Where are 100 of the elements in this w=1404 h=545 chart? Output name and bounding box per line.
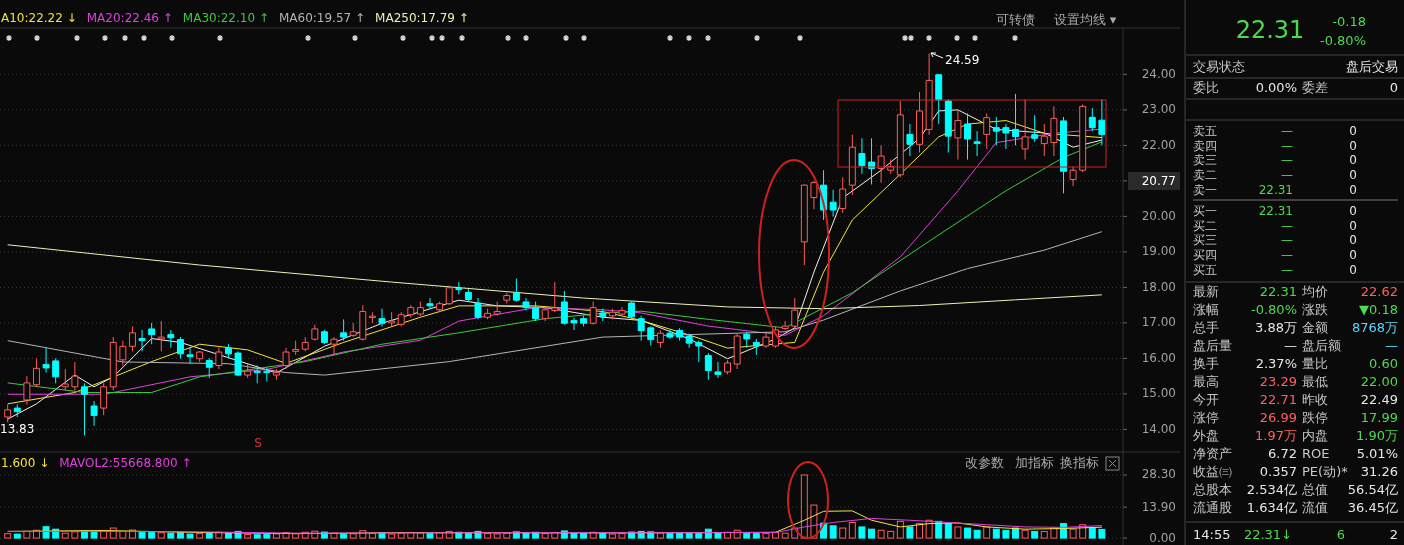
- candlestick: [196, 350, 204, 363]
- bar: [349, 533, 357, 539]
- y-tick-label: 18.00: [1141, 279, 1176, 294]
- candlestick: [714, 361, 722, 379]
- candlestick: [973, 130, 981, 157]
- candlestick: [1079, 104, 1087, 173]
- text: 买三: [1193, 232, 1217, 247]
- text: 0: [1349, 152, 1357, 167]
- candlestick: [484, 308, 492, 320]
- text: 2.37%: [1255, 355, 1297, 371]
- candlestick: [896, 100, 904, 178]
- text: 委比: [1193, 79, 1219, 95]
- text: 22.71: [1259, 391, 1297, 407]
- text: 收益㈢: [1193, 464, 1232, 480]
- legend: 1.600 ↓ MAVOL2:55668.800 ↑: [1, 455, 192, 470]
- y-tick-label: 19.00: [1141, 244, 1176, 259]
- annotation: 换指标: [1059, 454, 1099, 470]
- candlestick: [109, 336, 117, 391]
- candlestick: [560, 290, 568, 326]
- bar: [1040, 530, 1048, 539]
- candlestick: [397, 311, 405, 327]
- candlestick: [205, 357, 213, 379]
- bar: [618, 533, 626, 539]
- text: 22.31: [1259, 283, 1297, 299]
- bar: [340, 533, 348, 539]
- bar: [877, 529, 885, 539]
- bar: [1021, 529, 1029, 539]
- text: 26.99: [1259, 410, 1297, 426]
- text: 0: [1349, 167, 1357, 182]
- bar: [848, 521, 856, 539]
- candlestick: [858, 137, 866, 175]
- bar: [186, 533, 194, 539]
- bar: [829, 525, 837, 539]
- text: 23.29: [1259, 373, 1297, 389]
- text: —: [1281, 167, 1293, 182]
- text: 5.01%: [1356, 446, 1398, 462]
- candlestick: [330, 336, 338, 356]
- bar: [196, 533, 204, 539]
- y-tick-label: 14.00: [1141, 421, 1176, 436]
- text: 0.357: [1259, 464, 1297, 480]
- candlestick: [282, 347, 290, 370]
- text: 22.31: [1258, 182, 1293, 197]
- bar: [388, 533, 396, 539]
- text: 36.45亿: [1347, 500, 1398, 516]
- candlestick: [935, 73, 943, 125]
- text: 净资产: [1193, 446, 1232, 462]
- text: 0: [1349, 247, 1357, 262]
- text: 0.00%: [1255, 79, 1297, 95]
- candlestick: [1002, 123, 1010, 150]
- bar: [743, 532, 751, 539]
- text: 买二: [1193, 218, 1217, 233]
- text: 卖一: [1193, 182, 1217, 197]
- bar: [61, 532, 69, 539]
- text: 内盘: [1302, 428, 1328, 444]
- line-series: [7, 231, 1103, 376]
- candlestick: [474, 297, 482, 320]
- bar: [992, 528, 1000, 539]
- text: -0.80%: [1251, 301, 1297, 317]
- bar: [1031, 530, 1039, 539]
- candlestick: [445, 285, 453, 306]
- candlestick: [100, 382, 108, 416]
- bar: [944, 523, 952, 539]
- candlestick: [724, 359, 732, 375]
- candlestick: [4, 404, 12, 423]
- candlestick: [992, 116, 1000, 146]
- text: 昨收: [1302, 391, 1328, 407]
- text: 卖三: [1193, 152, 1217, 167]
- candlestick: [148, 322, 156, 345]
- candlestick: [829, 189, 837, 217]
- line-series: [7, 244, 1103, 310]
- candlestick: [704, 352, 712, 381]
- candlestick: [292, 340, 300, 356]
- text: 0.60: [1369, 355, 1398, 371]
- candlestick: [676, 327, 684, 342]
- candlestick: [954, 109, 962, 161]
- candlestick: [61, 368, 69, 391]
- bar: [167, 532, 175, 539]
- text: —: [1281, 262, 1293, 277]
- text: 卖四: [1193, 138, 1217, 153]
- text: 22.31: [1235, 16, 1305, 44]
- bar: [484, 533, 492, 539]
- text: 交易状态: [1193, 58, 1245, 74]
- candlestick: [608, 308, 616, 320]
- text: 设置均线 ▾: [1053, 11, 1117, 27]
- text: 涨停: [1193, 410, 1219, 426]
- y-tick-label: 17.00: [1141, 315, 1176, 330]
- candlestick: [80, 382, 88, 436]
- candlestick: [944, 98, 952, 153]
- candlestick: [656, 329, 664, 349]
- bar: [148, 531, 156, 539]
- text: 0: [1349, 123, 1357, 138]
- text: 盘后量: [1193, 337, 1232, 353]
- candlestick: [340, 318, 348, 342]
- bar: [272, 533, 280, 539]
- text: 均价: [1301, 283, 1328, 299]
- candlestick: [186, 347, 194, 365]
- candlestick: [224, 343, 232, 359]
- candlestick: [157, 320, 165, 352]
- bar: [858, 526, 866, 539]
- candlestick: [311, 324, 319, 342]
